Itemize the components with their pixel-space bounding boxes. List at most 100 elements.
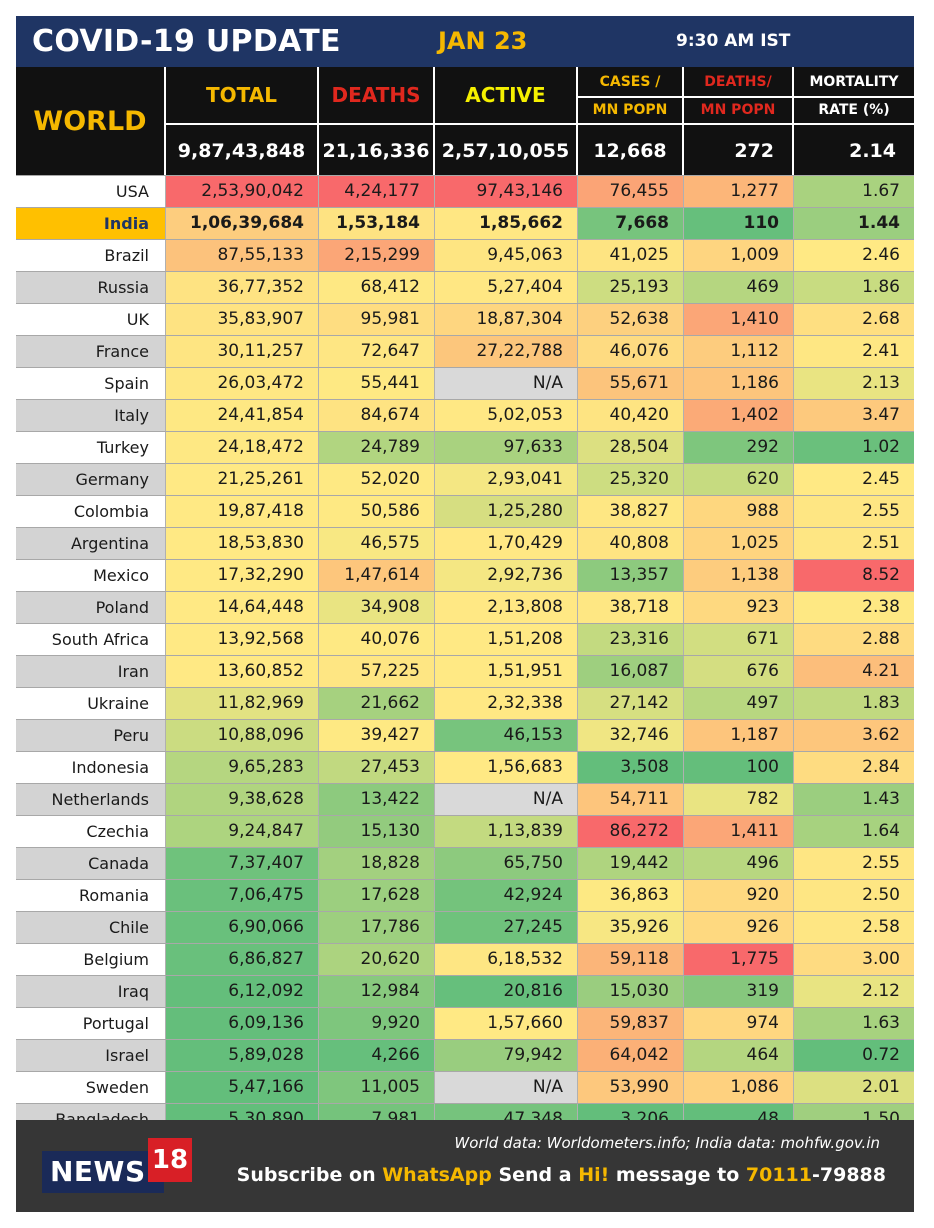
header-deaths-per-mn-bottom: MN POPN: [700, 101, 776, 118]
total-cases: 24,18,472: [166, 432, 319, 463]
header-total: TOTAL: [206, 82, 277, 107]
total-cases: 1,06,39,684: [166, 208, 319, 239]
cases-per-mn: 27,142: [578, 688, 684, 719]
cases-per-mn: 40,420: [578, 400, 684, 431]
mortality-rate: 3.00: [794, 944, 914, 975]
country-name: Peru: [16, 720, 166, 751]
country-name: Belgium: [16, 944, 166, 975]
mortality-rate: 2.45: [794, 464, 914, 495]
page-title: COVID-19 UPDATE: [32, 24, 341, 59]
table-row: Sweden 5,47,166 11,005 N/A 53,990 1,086 2.01: [16, 1071, 914, 1103]
active-cases: 9,45,063: [435, 240, 578, 271]
table-row: Peru 10,88,096 39,427 46,153 32,746 1,187 3.62: [16, 719, 914, 751]
mortality-rate: 2.38: [794, 592, 914, 623]
active-cases: 65,750: [435, 848, 578, 879]
mortality-rate: 3.62: [794, 720, 914, 751]
hi-label: Hi!: [578, 1164, 610, 1186]
table-row: Mexico 17,32,290 1,47,614 2,92,736 13,357 1,1…: [16, 559, 914, 591]
mortality-rate: 8.52: [794, 560, 914, 591]
country-name: Brazil: [16, 240, 166, 271]
mortality-rate: 2.01: [794, 1072, 914, 1103]
total-deaths: 21,662: [319, 688, 435, 719]
logo-number: 18: [148, 1138, 192, 1182]
active-cases: 2,13,808: [435, 592, 578, 623]
total-cases: 6,09,136: [166, 1008, 319, 1039]
country-name: Turkey: [16, 432, 166, 463]
cases-per-mn: 25,320: [578, 464, 684, 495]
cases-per-mn: 38,718: [578, 592, 684, 623]
table-row: Romania 7,06,475 17,628 42,924 36,863 920 2.50: [16, 879, 914, 911]
active-cases: 46,153: [435, 720, 578, 751]
deaths-per-mn: 671: [684, 624, 794, 655]
active-cases: N/A: [435, 368, 578, 399]
country-name: Portugal: [16, 1008, 166, 1039]
header-cases-per-mn-bottom: MN POPN: [592, 101, 668, 118]
table-row: Spain 26,03,472 55,441 N/A 55,671 1,186 2.13: [16, 367, 914, 399]
deaths-per-mn: 1,009: [684, 240, 794, 271]
mortality-rate: 0.72: [794, 1040, 914, 1071]
country-name: Sweden: [16, 1072, 166, 1103]
active-cases: 1,13,839: [435, 816, 578, 847]
deaths-per-mn: 1,086: [684, 1072, 794, 1103]
table-row: Iran 13,60,852 57,225 1,51,951 16,087 676 4.21: [16, 655, 914, 687]
cases-per-mn: 19,442: [578, 848, 684, 879]
source-note: World data: Worldometers.info; India dat…: [454, 1134, 880, 1152]
deaths-per-mn: 319: [684, 976, 794, 1007]
country-name: USA: [16, 176, 166, 207]
cases-per-mn: 53,990: [578, 1072, 684, 1103]
active-cases: 1,25,280: [435, 496, 578, 527]
total-cases: 30,11,257: [166, 336, 319, 367]
table-row: Argentina 18,53,830 46,575 1,70,429 40,808 1,…: [16, 527, 914, 559]
total-deaths: 4,24,177: [319, 176, 435, 207]
phone-prefix: 70111: [745, 1164, 812, 1186]
table-row: Israel 5,89,028 4,266 79,942 64,042 464 0.72: [16, 1039, 914, 1071]
deaths-per-mn: 292: [684, 432, 794, 463]
total-cases: 6,12,092: [166, 976, 319, 1007]
world-cases-per-mn: 12,668: [593, 139, 667, 162]
total-cases: 35,83,907: [166, 304, 319, 335]
table-row: Belgium 6,86,827 20,620 6,18,532 59,118 1,775…: [16, 943, 914, 975]
active-cases: 1,51,208: [435, 624, 578, 655]
active-cases: 2,93,041: [435, 464, 578, 495]
total-deaths: 84,674: [319, 400, 435, 431]
cases-per-mn: 54,711: [578, 784, 684, 815]
deaths-per-mn: 923: [684, 592, 794, 623]
country-name: Canada: [16, 848, 166, 879]
world-deaths: 21,16,336: [322, 139, 430, 162]
subscribe-line: Subscribe on WhatsApp Send a Hi! message…: [237, 1164, 886, 1186]
deaths-per-mn: 974: [684, 1008, 794, 1039]
cases-per-mn: 52,638: [578, 304, 684, 335]
cases-per-mn: 38,827: [578, 496, 684, 527]
deaths-per-mn: 988: [684, 496, 794, 527]
active-cases: 5,27,404: [435, 272, 578, 303]
total-cases: 13,60,852: [166, 656, 319, 687]
table-row: USA 2,53,90,042 4,24,177 97,43,146 76,455 1,2…: [16, 175, 914, 207]
active-cases: 2,32,338: [435, 688, 578, 719]
header-deaths-per-mn-top: DEATHS/: [704, 74, 772, 90]
total-deaths: 50,586: [319, 496, 435, 527]
active-cases: 42,924: [435, 880, 578, 911]
country-name: UK: [16, 304, 166, 335]
country-name: Mexico: [16, 560, 166, 591]
total-deaths: 68,412: [319, 272, 435, 303]
table-row: Germany 21,25,261 52,020 2,93,041 25,320 620 2…: [16, 463, 914, 495]
time-label: 9:30 AM IST: [676, 31, 791, 51]
deaths-per-mn: 1,138: [684, 560, 794, 591]
world-deaths-per-mn: 272: [734, 139, 774, 162]
table-header: WORLD TOTAL DEATHS ACTIVE CASES / MN POP…: [16, 67, 914, 175]
active-cases: 6,18,532: [435, 944, 578, 975]
country-name: Iran: [16, 656, 166, 687]
mortality-rate: 2.41: [794, 336, 914, 367]
country-name: Israel: [16, 1040, 166, 1071]
active-cases: 97,633: [435, 432, 578, 463]
cases-per-mn: 59,837: [578, 1008, 684, 1039]
mortality-rate: 3.47: [794, 400, 914, 431]
header-cases-per-mn-top: CASES /: [599, 74, 661, 90]
total-cases: 14,64,448: [166, 592, 319, 623]
header-mortality-bottom: RATE (%): [818, 101, 890, 118]
mortality-rate: 1.67: [794, 176, 914, 207]
table-row: Indonesia 9,65,283 27,453 1,56,683 3,508 100 2…: [16, 751, 914, 783]
active-cases: 2,92,736: [435, 560, 578, 591]
table-row: UK 35,83,907 95,981 18,87,304 52,638 1,410 2.6…: [16, 303, 914, 335]
total-deaths: 13,422: [319, 784, 435, 815]
